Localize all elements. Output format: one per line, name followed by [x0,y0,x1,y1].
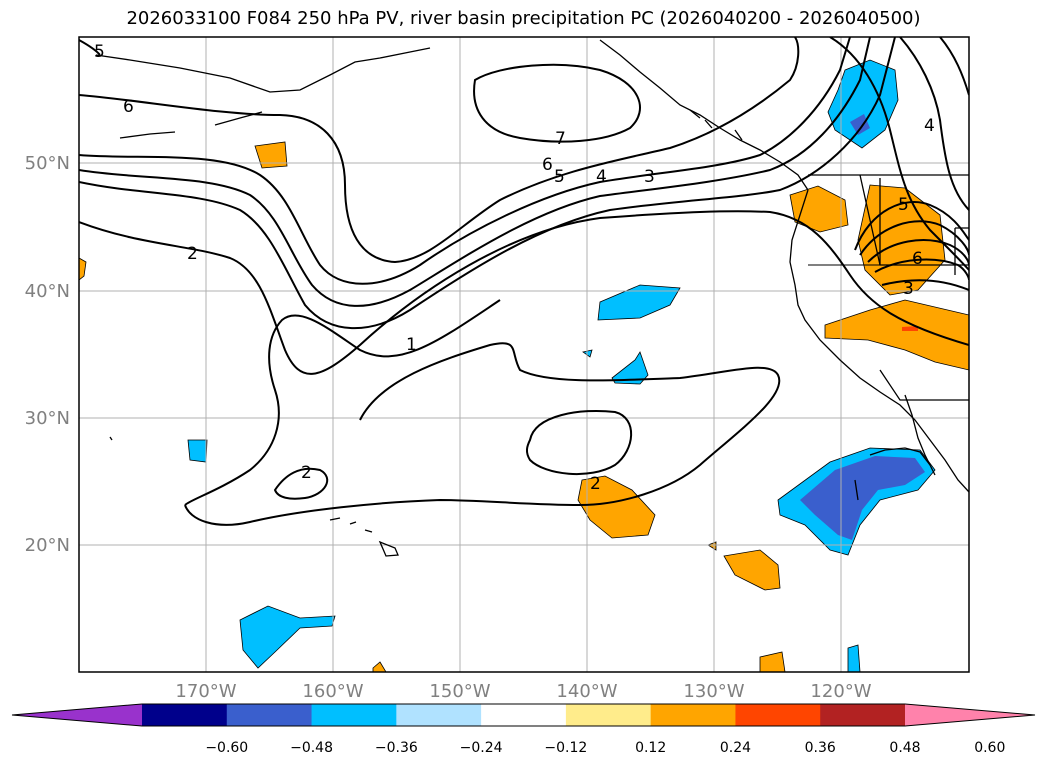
contour-4-east [829,37,969,271]
lat-label: 30°N [25,408,70,429]
contour-label: 5 [554,167,565,187]
contour-east-cutoff-1 [854,201,969,251]
colorbar-tick-label: −0.12 [544,740,587,756]
colorbar [11,703,1036,727]
colorbar-segment [226,704,313,726]
anomaly-orange-bottom-b [759,651,786,672]
colorbar-extend-min [12,704,142,726]
colorbar-tick-label: 0.48 [889,740,920,756]
latitude-labels: 50°N 40°N 30°N 20°N [25,153,70,556]
contour-2 [79,210,969,375]
colorbar-outline [11,703,1036,727]
colorbar-tick-label: 0.60 [974,740,1005,756]
colorbar-tick-label: −0.24 [460,740,503,756]
anomaly-orange-california [824,299,969,371]
contour-label: 5 [898,195,909,215]
pv-contours [79,37,969,526]
anomaly-red-ca [902,326,918,331]
anomaly-darkblue-baja [800,456,925,540]
contour-label: 3 [903,279,914,299]
anomaly-blue-small-b [611,351,649,385]
anomaly-orange-125w [723,549,781,591]
contour-7-north [473,63,641,143]
contour-label: 2 [590,474,601,494]
contour-label: 5 [94,42,105,62]
colorbar-segment [481,704,567,726]
lat-label: 40°N [25,281,70,302]
contour-label: 3 [644,167,655,187]
colorbar-tick-label: 0.36 [805,740,836,756]
lon-label: 170°W [175,681,236,702]
contour-2-west [273,467,329,500]
contour-east-cutoff-5 [881,279,969,291]
contour-6 [79,37,800,264]
anomaly-orange-west-edge [79,257,87,281]
contour-east-cutoff-4 [874,258,969,281]
contour-labels: 6 7 6 5 4 3 2 1 2 2 4 5 6 3 5 [94,42,935,494]
contour-label: 6 [912,249,923,269]
colorbar-tick-label: −0.36 [375,740,418,756]
colorbar-segment [650,704,736,726]
colorbar-ticks: −0.60 −0.48 −0.36 −0.24 −0.12 0.12 0.24 … [205,740,1005,756]
colorbar-segment [396,704,482,726]
colorbar-tick-label: −0.60 [205,740,248,756]
lat-label: 20°N [25,535,70,556]
colorbar-tick-label: −0.48 [290,740,333,756]
lon-label: 120°W [810,681,871,702]
colorbar-segment [565,704,652,726]
contour-5 [79,37,851,285]
contour-label: 4 [596,167,607,187]
colorbar-tick-label: 0.24 [720,740,751,756]
contour-ne-2 [939,37,969,96]
contour-ne-1 [899,37,969,211]
lon-label: 160°W [302,681,363,702]
longitude-labels: 170°W 160°W 150°W 140°W 130°W 120°W [175,681,871,702]
anomaly-blue-140w [597,284,681,321]
contour-nw-5 [79,39,101,56]
map-frame-bg [79,37,969,672]
lat-label: 50°N [25,153,70,174]
colorbar-segment [820,704,906,726]
contour-label: 4 [924,116,935,136]
contour-1 [184,299,501,506]
contour-east-cutoff-2 [859,220,969,256]
anomaly-orange-165w [254,141,288,169]
anomaly-blue-bottom-c [847,644,861,672]
lon-label: 140°W [556,681,617,702]
anomaly-darkblue-bc [850,114,870,135]
map-frame [78,36,970,673]
contour-4 [79,37,871,307]
contour-1-loop [184,342,781,526]
contour-label: 6 [542,155,553,175]
anomaly-orange-bottom-a [372,661,387,672]
colorbar-segment [142,704,228,726]
map-title: 2026033100 F084 250 hPa PV, river basin … [126,8,921,29]
anomaly-blue-165w-s [239,605,336,669]
contour-east-cutoff-3 [867,239,969,266]
contour-label: 1 [406,335,417,355]
contour-label: 6 [123,97,134,117]
anomaly-orange-oregon [789,185,849,233]
graticule [79,37,969,672]
lon-label: 150°W [429,681,490,702]
colorbar-segment [735,704,821,726]
contour-3 [79,37,896,330]
contour-label: 7 [555,129,566,149]
anomaly-blue-bc [827,59,899,149]
contour-label: 2 [301,463,312,483]
anomaly-blue-hawaii-w [187,439,208,463]
contour-label: 2 [187,244,198,264]
colorbar-segment [311,704,397,726]
colorbar-extend-max [905,704,1035,726]
lon-label: 130°W [683,681,744,702]
anomaly-orange-140w [577,475,656,539]
colorbar-tick-label: 0.12 [635,740,666,756]
contour-2-east [526,409,633,476]
